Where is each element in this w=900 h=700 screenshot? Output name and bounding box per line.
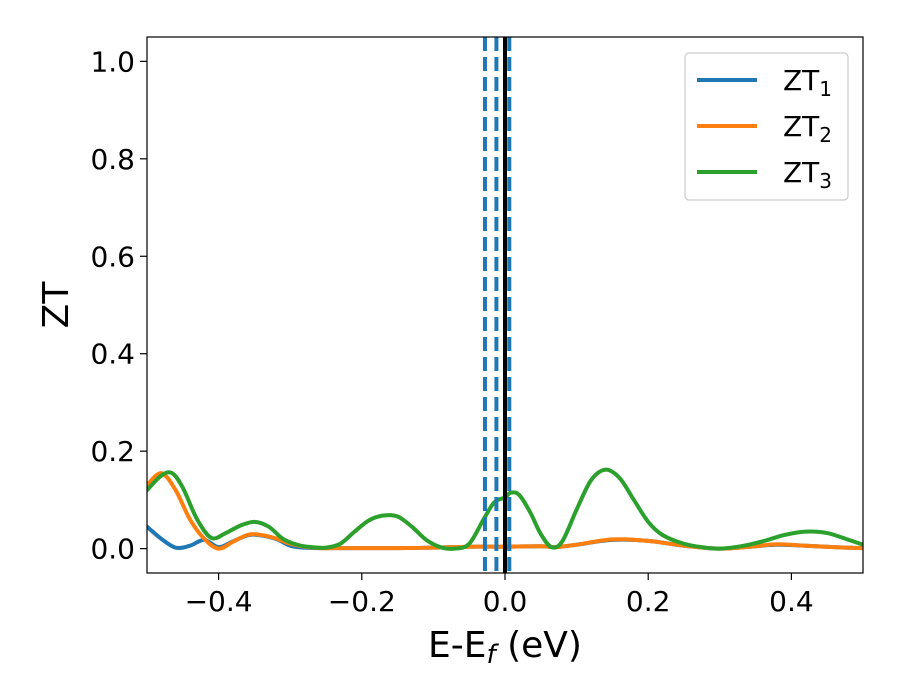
legend-label-subscript: 2 xyxy=(819,123,832,147)
y-tick-label: 0.8 xyxy=(90,143,135,176)
legend-label-subscript: 3 xyxy=(819,169,832,193)
y-tick-label: 0.0 xyxy=(90,533,135,566)
x-tick-label: 0.0 xyxy=(483,585,528,618)
y-tick-label: 0.4 xyxy=(90,338,135,371)
series-line-3 xyxy=(147,467,863,551)
y-tick-label: 0.6 xyxy=(90,240,135,273)
y-axis-title: ZT xyxy=(36,281,77,329)
legend-label-1: ZT1 xyxy=(783,64,832,101)
legend-label-main: ZT xyxy=(783,156,820,189)
legend-label-main: ZT xyxy=(783,64,820,97)
legend-box xyxy=(684,52,849,201)
legend-label-main: ZT xyxy=(783,110,820,143)
x-tick-label: −0.4 xyxy=(185,585,253,618)
x-tick-label: 0.4 xyxy=(769,585,814,618)
x-axis-title-unit: (eV) xyxy=(496,625,582,666)
legend-label-subscript: 1 xyxy=(819,77,832,101)
x-tick-label: −0.2 xyxy=(328,585,396,618)
x-tick-label: 0.2 xyxy=(626,585,671,618)
x-axis-title: E-Ef (eV) xyxy=(428,625,582,670)
legend-label-2: ZT2 xyxy=(783,110,832,147)
y-tick-label: 1.0 xyxy=(90,45,135,78)
y-tick-label: 0.2 xyxy=(90,435,135,468)
x-axis-title-main: E-E xyxy=(428,625,486,666)
legend-label-3: ZT3 xyxy=(783,156,832,193)
